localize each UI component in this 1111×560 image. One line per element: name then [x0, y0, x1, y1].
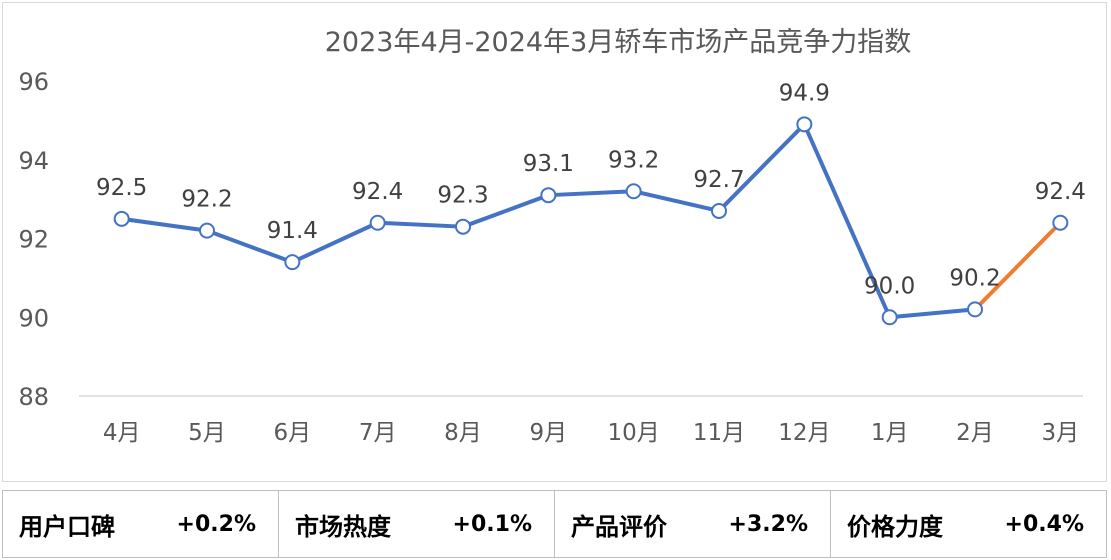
data-label: 92.4	[352, 179, 403, 205]
y-tick-label: 88	[18, 383, 49, 411]
data-label: 93.2	[608, 147, 659, 173]
data-point	[455, 218, 471, 235]
data-label: 92.2	[181, 187, 232, 213]
data-point	[284, 254, 301, 271]
x-tick-label: 7月	[359, 420, 397, 446]
data-label: 91.4	[267, 218, 318, 244]
metric-user-reputation: 用户口碑 +0.2%	[3, 491, 279, 557]
metric-label: 价格力度	[847, 512, 943, 541]
x-tick-label: 9月	[530, 420, 568, 446]
data-label: 92.4	[1035, 179, 1086, 205]
metric-price-strength: 价格力度 +0.4%	[831, 491, 1106, 557]
data-label: 92.7	[693, 167, 744, 193]
y-tick-label: 92	[18, 226, 49, 254]
x-tick-label: 12月	[778, 420, 830, 446]
data-point	[625, 183, 642, 200]
metric-value: +0.2%	[176, 511, 256, 537]
metrics-bar: 用户口碑 +0.2% 市场热度 +0.1% 产品评价 +3.2% 价格力度 +0…	[2, 490, 1107, 558]
metric-label: 产品评价	[571, 512, 667, 541]
data-point	[967, 301, 983, 318]
highlight-segment	[973, 220, 1063, 312]
x-tick-label: 11月	[693, 420, 745, 446]
data-point	[540, 187, 557, 204]
x-tick-label: 3月	[1042, 420, 1080, 446]
metric-market-heat: 市场热度 +0.1%	[279, 491, 555, 557]
data-label: 93.1	[523, 151, 574, 177]
metric-label: 市场热度	[295, 512, 391, 541]
y-tick-label: 96	[18, 68, 49, 96]
data-point	[881, 309, 898, 326]
x-tick-label: 6月	[274, 420, 312, 446]
x-tick-label: 1月	[871, 420, 909, 446]
data-point	[113, 210, 130, 227]
metric-value: +0.1%	[452, 511, 532, 537]
y-tick-label: 90	[18, 304, 49, 332]
line-chart: 2023年4月-2024年3月轿车市场产品竞争力指数 88 90 92 94 96 92.…	[18, 27, 1086, 446]
metric-label: 用户口碑	[19, 512, 115, 541]
data-point	[199, 222, 215, 239]
metric-product-review: 产品评价 +3.2%	[555, 491, 831, 557]
x-tick-label: 8月	[444, 420, 482, 446]
chart-frame: 2023年4月-2024年3月轿车市场产品竞争力指数 88 90 92 94 96 92.…	[2, 2, 1107, 482]
x-tick-label: 5月	[188, 420, 226, 446]
data-label: 90.2	[949, 265, 1000, 291]
data-label: 92.5	[96, 175, 147, 201]
y-tick-label: 94	[18, 147, 49, 175]
data-point	[369, 214, 386, 231]
data-label: 92.3	[437, 183, 488, 209]
data-label: 94.9	[779, 80, 830, 106]
data-point	[1052, 214, 1069, 231]
x-tick-label: 2月	[956, 420, 994, 446]
data-label: 90.0	[864, 273, 915, 299]
data-point	[711, 202, 727, 219]
chart-title: 2023年4月-2024年3月轿车市场产品竞争力指数	[325, 27, 912, 58]
data-point	[796, 116, 813, 133]
x-tick-label: 4月	[103, 420, 141, 446]
metric-value: +3.2%	[728, 511, 808, 537]
x-tick-label: 10月	[608, 420, 660, 446]
metric-value: +0.4%	[1004, 511, 1084, 537]
